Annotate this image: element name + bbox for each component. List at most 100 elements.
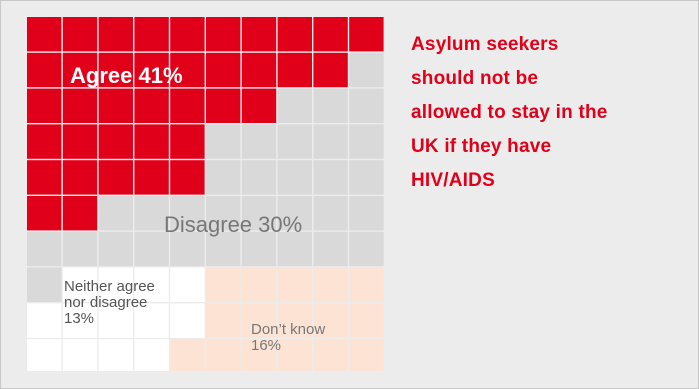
waffle-cell-neither-agree-nor-disagree bbox=[98, 303, 133, 338]
waffle-cell-agree bbox=[277, 17, 312, 52]
waffle-cell-agree bbox=[313, 52, 348, 88]
waffle-cell-neither-agree-nor-disagree bbox=[170, 267, 205, 302]
waffle-cell-neither-agree-nor-disagree bbox=[27, 303, 62, 338]
headline-line-1: Asylum seekers bbox=[411, 34, 559, 55]
waffle-cell-don-t-know bbox=[206, 339, 241, 371]
waffle-cell-agree bbox=[98, 160, 133, 195]
waffle-cell-disagree bbox=[349, 196, 384, 231]
waffle-cell-agree bbox=[27, 88, 62, 123]
waffle-cell-neither-agree-nor-disagree bbox=[62, 303, 98, 338]
waffle-cell-agree bbox=[241, 52, 277, 88]
waffle-cell-agree bbox=[134, 160, 169, 195]
waffle-cell-agree bbox=[27, 160, 62, 195]
headline-line-3: allowed to stay in the bbox=[411, 102, 608, 123]
waffle-cell-neither-agree-nor-disagree bbox=[134, 303, 169, 338]
waffle-cell-disagree bbox=[277, 231, 312, 267]
waffle-cell-agree bbox=[241, 17, 277, 52]
waffle-cell-disagree bbox=[349, 160, 384, 195]
chart-headline: Asylum seekers should not be allowed to … bbox=[411, 28, 696, 198]
agree-label: Agree 41% bbox=[70, 63, 183, 88]
waffle-cell-agree bbox=[27, 17, 62, 52]
waffle-cell-disagree bbox=[170, 231, 205, 267]
waffle-cell-disagree bbox=[62, 231, 98, 267]
waffle-cell-agree bbox=[206, 88, 241, 123]
headline-line-2: should not be bbox=[411, 68, 539, 89]
waffle-cell-don-t-know bbox=[313, 267, 348, 302]
waffle-cell-disagree bbox=[206, 160, 241, 195]
waffle-cell-agree bbox=[170, 124, 205, 159]
waffle-cell-disagree bbox=[134, 196, 169, 231]
headline-line-5: HIV/AIDS bbox=[411, 170, 495, 191]
waffle-cell-disagree bbox=[313, 231, 348, 267]
waffle-cell-don-t-know bbox=[206, 303, 241, 338]
waffle-chart: Agree 41% Disagree 30% Neither agree nor di… bbox=[27, 17, 384, 371]
waffle-cell-agree bbox=[170, 17, 205, 52]
waffle-cell-neither-agree-nor-disagree bbox=[98, 339, 133, 371]
waffle-cell-don-t-know bbox=[241, 267, 277, 302]
waffle-cell-neither-agree-nor-disagree bbox=[170, 303, 205, 338]
waffle-cell-disagree bbox=[206, 124, 241, 159]
headline-line-4: UK if they have bbox=[411, 136, 552, 157]
waffle-cell-don-t-know bbox=[349, 303, 384, 338]
waffle-cell-don-t-know bbox=[277, 303, 312, 338]
waffle-cell-agree bbox=[134, 88, 169, 123]
waffle-cell-neither-agree-nor-disagree bbox=[27, 339, 62, 371]
waffle-cell-don-t-know bbox=[349, 267, 384, 302]
waffle-cell-agree bbox=[98, 88, 133, 123]
waffle-cell-don-t-know bbox=[349, 339, 384, 371]
waffle-cell-disagree bbox=[313, 124, 348, 159]
waffle-cell-disagree bbox=[313, 88, 348, 123]
waffle-cell-disagree bbox=[277, 88, 312, 123]
waffle-cell-disagree bbox=[241, 231, 277, 267]
waffle-cell-agree bbox=[98, 17, 133, 52]
waffle-cell-agree bbox=[27, 124, 62, 159]
waffle-cell-disagree bbox=[313, 196, 348, 231]
waffle-cell-disagree bbox=[206, 196, 241, 231]
waffle-cell-disagree bbox=[349, 52, 384, 88]
waffle-cell-disagree bbox=[98, 196, 133, 231]
waffle-cell-don-t-know bbox=[170, 339, 205, 371]
waffle-cell-disagree bbox=[27, 267, 62, 302]
waffle-cell-don-t-know bbox=[277, 267, 312, 302]
waffle-cell-disagree bbox=[349, 124, 384, 159]
waffle-cell-agree bbox=[134, 52, 169, 88]
waffle-cell-disagree bbox=[349, 231, 384, 267]
waffle-cell-disagree bbox=[170, 196, 205, 231]
waffle-cell-agree bbox=[170, 52, 205, 88]
waffle-cell-neither-agree-nor-disagree bbox=[62, 339, 98, 371]
waffle-cell-agree bbox=[62, 196, 98, 231]
waffle-cell-agree bbox=[27, 52, 62, 88]
waffle-cell-disagree bbox=[98, 231, 133, 267]
waffle-cell-don-t-know bbox=[313, 339, 348, 371]
waffle-cell-agree bbox=[313, 17, 348, 52]
waffle-cell-neither-agree-nor-disagree bbox=[98, 267, 133, 302]
waffle-cell-agree bbox=[62, 17, 98, 52]
waffle-cell-disagree bbox=[241, 160, 277, 195]
waffle-cell-disagree bbox=[206, 231, 241, 267]
waffle-cell-agree bbox=[134, 17, 169, 52]
waffle-cell-agree bbox=[170, 160, 205, 195]
waffle-cell-agree bbox=[349, 17, 384, 52]
disagree-label: Disagree 30% bbox=[164, 212, 302, 237]
waffle-cell-disagree bbox=[349, 88, 384, 123]
waffle-cell-agree bbox=[62, 52, 98, 88]
waffle-cell-don-t-know bbox=[313, 303, 348, 338]
waffle-cell-disagree bbox=[241, 196, 277, 231]
waffle-cell-disagree bbox=[277, 160, 312, 195]
waffle-cell-agree bbox=[206, 52, 241, 88]
waffle-cell-neither-agree-nor-disagree bbox=[62, 267, 98, 302]
waffle-cell-disagree bbox=[241, 124, 277, 159]
waffle-cell-agree bbox=[62, 88, 98, 123]
waffle-cell-agree bbox=[170, 88, 205, 123]
waffle-cell-neither-agree-nor-disagree bbox=[134, 267, 169, 302]
waffle-cell-disagree bbox=[277, 196, 312, 231]
waffle-cell-don-t-know bbox=[277, 339, 312, 371]
waffle-cell-disagree bbox=[313, 160, 348, 195]
waffle-cell-disagree bbox=[134, 231, 169, 267]
waffle-cell-neither-agree-nor-disagree bbox=[134, 339, 169, 371]
waffle-cell-don-t-know bbox=[206, 267, 241, 302]
neither-label: Neither agree nor disagree 13% bbox=[64, 278, 155, 327]
waffle-cell-agree bbox=[206, 17, 241, 52]
waffle-cell-agree bbox=[98, 52, 133, 88]
waffle-cell-agree bbox=[241, 88, 277, 123]
